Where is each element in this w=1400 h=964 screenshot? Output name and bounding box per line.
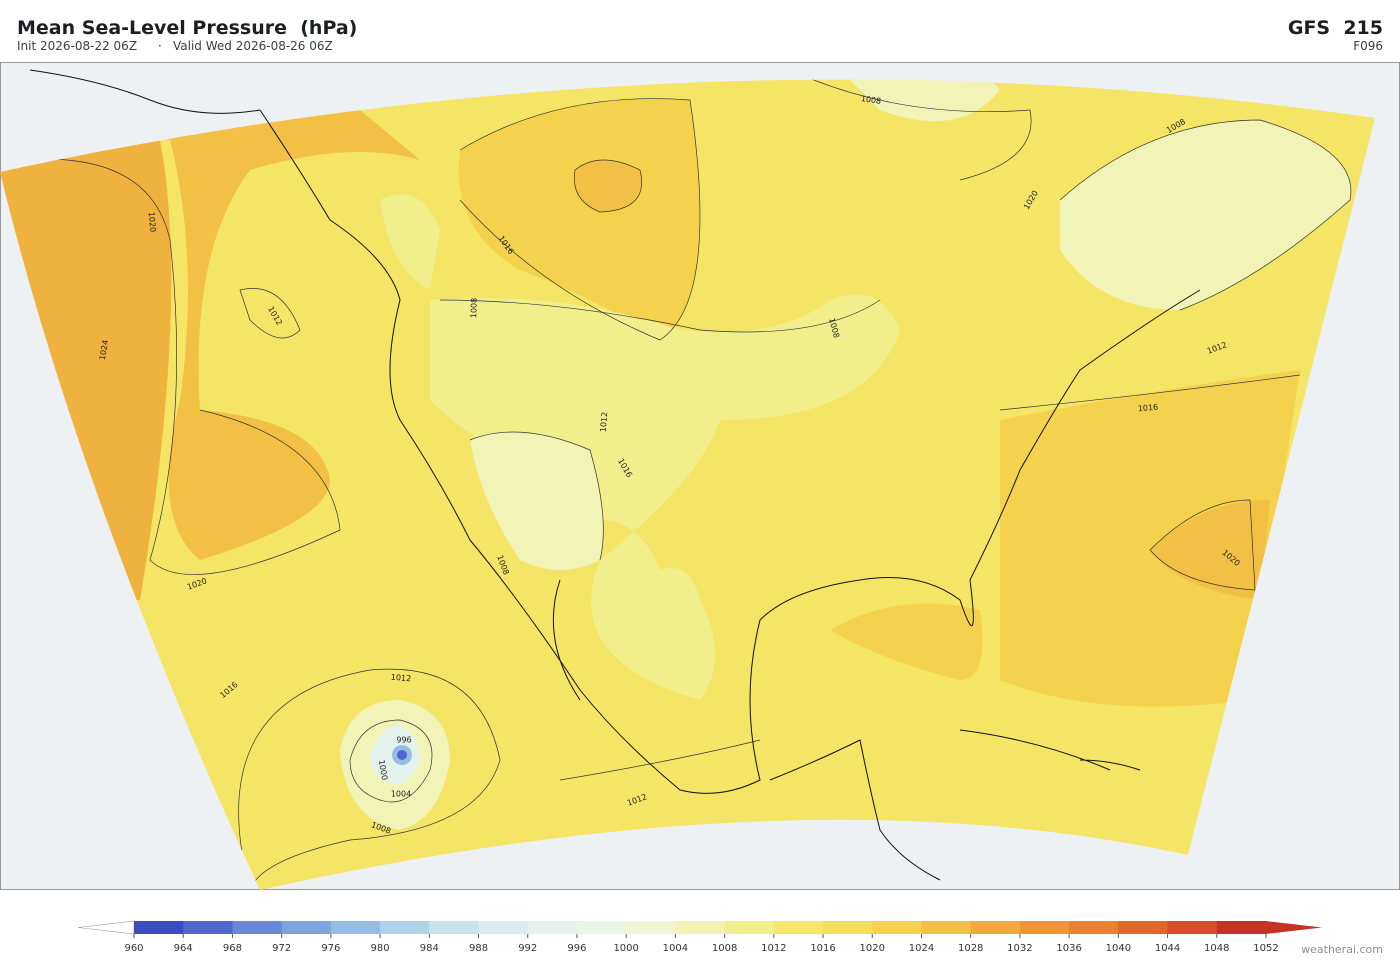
colorbar-bin [281,921,332,934]
colorbar-tick-label: 1020 [860,943,885,954]
colorbar-tick-label: 1048 [1204,943,1229,954]
colorbar: 960 964 968 972 976 980 984 988 992 996 1000 1004 10… [77,920,1322,954]
colorbar-tick-label: 984 [420,943,439,954]
colorbar-bin [183,921,233,934]
colorbar-bin [872,921,922,934]
colorbar-tick-label: 976 [321,943,340,954]
colorbar-bin [921,921,972,934]
forecast-hour: F096 [1353,39,1383,53]
colorbar-bin [626,921,676,934]
colorbar-extend-low [77,920,135,935]
colorbar-bin [1069,921,1119,934]
colorbar-tick-label: 964 [174,943,193,954]
colorbar-bin [232,921,283,934]
map: 1008100810201016102010121024100810081012… [0,62,1400,891]
colorbar-tick-label: 980 [371,943,390,954]
colorbar-bin [330,921,381,934]
contour-label: 1008 [469,298,479,319]
colorbar-bin [527,921,578,934]
colorbar-tick-label: 1004 [663,943,688,954]
colorbar-bin [1019,921,1070,934]
colorbar-tick-label: 992 [518,943,537,954]
colorbar-tick-label: 1000 [613,943,638,954]
colorbar-bin [970,921,1021,934]
colorbar-bin [1118,921,1169,934]
colorbar-tick-label: 960 [124,943,143,954]
colorbar-tick-label: 1052 [1253,943,1278,954]
colorbar-extend-high [1266,921,1322,934]
colorbar-tick-label: 968 [223,943,242,954]
colorbar-tick-label: 1032 [1007,943,1032,954]
title: Mean Sea-Level Pressure (hPa) [17,17,357,39]
colorbar-tick-label: 988 [469,943,488,954]
colorbar-bin [134,921,184,934]
contour-label: 1004 [391,790,411,799]
watermark: weatherai.com [1301,943,1383,956]
contour-label: 1012 [599,411,610,432]
colorbar-tick-label: 972 [272,943,291,954]
contour-label: 1024 [98,339,110,361]
colorbar-bin [429,921,480,934]
contour-label: 1020 [147,211,158,232]
colorbar-bin [380,921,430,934]
colorbar-tick-label: 1040 [1106,943,1131,954]
separator: · [158,39,162,53]
valid-time: Valid Wed 2026-08-26 06Z [173,39,333,53]
colorbar-bin [1167,921,1218,934]
colorbar-tick-label: 1036 [1056,943,1081,954]
contour-label: 1016 [1137,403,1158,414]
colorbar-bin [576,921,627,934]
colorbar-tick-label: 1024 [909,943,934,954]
contour-label: 1008 [860,94,881,106]
colorbar-tick-label: 1016 [810,943,835,954]
contour-label: 1012 [390,673,411,684]
init-time: Init 2026-08-22 06Z [17,39,137,53]
colorbar-bin [478,921,529,934]
colorbar-tick-label: 1008 [712,943,737,954]
model-label: GFS 215 [1288,17,1383,39]
contour-label: 1000 [377,759,389,781]
colorbar-bin [823,921,873,934]
coastlines [29,69,1201,881]
isobars [19,79,1352,891]
contour-label: 996 [396,736,411,745]
pressure-fill [0,79,1351,830]
colorbar-tick-label: 996 [567,943,586,954]
colorbar-tick-label: 1012 [761,943,786,954]
colorbar-bin [675,921,726,934]
colorbar-bin [1216,921,1267,934]
colorbar-tick-label: 1044 [1155,943,1180,954]
colorbar-bin [724,921,775,934]
colorbar-bin [773,921,824,934]
colorbar-tick-label: 1028 [958,943,983,954]
